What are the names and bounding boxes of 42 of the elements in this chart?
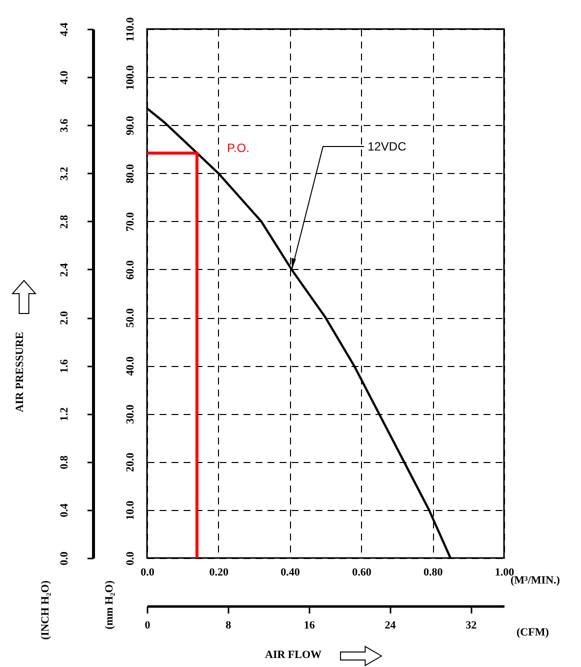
y2-tick-label: 0.4 [58, 503, 70, 518]
y-tick-label: 60.0 [124, 260, 136, 280]
x-tick-label: 0.60 [352, 566, 372, 578]
y-tick-label: 40.0 [124, 356, 136, 376]
x-tick-label: 0.0 [140, 566, 155, 578]
x2-tick-label: 0 [144, 620, 151, 632]
x-tick-label: 0.40 [280, 566, 300, 578]
annotation: 12VDC [368, 139, 407, 154]
x2-axis-title: (CFM) [516, 626, 550, 638]
x2-tick-label: 32 [466, 620, 478, 632]
y2-tick-label: 3.2 [58, 166, 70, 181]
x2-tick-label: 24 [384, 620, 396, 632]
y2-axis-title: (INCH H₂O) [40, 580, 52, 640]
text: AIR FLOW [265, 649, 322, 661]
text: AIR PRESSURE [14, 332, 26, 412]
x-tick-label: 0.80 [423, 566, 444, 578]
y-tick-label: 100.0 [124, 64, 136, 90]
x2-tick-label: 16 [304, 620, 316, 632]
x2-tick-label: 8 [226, 620, 232, 632]
y-tick-label: 110.0 [124, 16, 136, 42]
y2-tick-label: 1.2 [58, 406, 70, 422]
y2-tick-label: 0.8 [58, 454, 70, 470]
y2-tick-label: 4.4 [58, 22, 70, 36]
y-tick-label: 10.0 [124, 500, 136, 520]
x-axis-title: (M³/MIN.) [510, 574, 560, 586]
y-axis-title: (mm H₂O) [104, 580, 116, 630]
y2-tick-label: 3.6 [58, 118, 70, 133]
y2-tick-label: 0.0 [58, 551, 70, 566]
annotation: P.O. [226, 141, 250, 156]
y2-tick-label: 2.0 [58, 310, 70, 325]
y-tick-label: 50.0 [124, 308, 136, 328]
y-tick-label: 0.0 [124, 551, 136, 566]
y-tick-label: 70.0 [124, 212, 136, 232]
y-tick-label: 30.0 [124, 404, 136, 424]
y2-tick-label: 1.6 [58, 358, 70, 374]
y2-tick-label: 2.8 [58, 214, 70, 229]
y2-tick-label: 4.0 [58, 70, 70, 84]
y2-tick-label: 2.4 [58, 262, 70, 277]
y-tick-label: 20.0 [124, 452, 136, 472]
y-tick-label: 90.0 [124, 116, 136, 136]
y-tick-label: 80.0 [124, 164, 136, 184]
x-tick-label: 0.20 [209, 566, 230, 578]
